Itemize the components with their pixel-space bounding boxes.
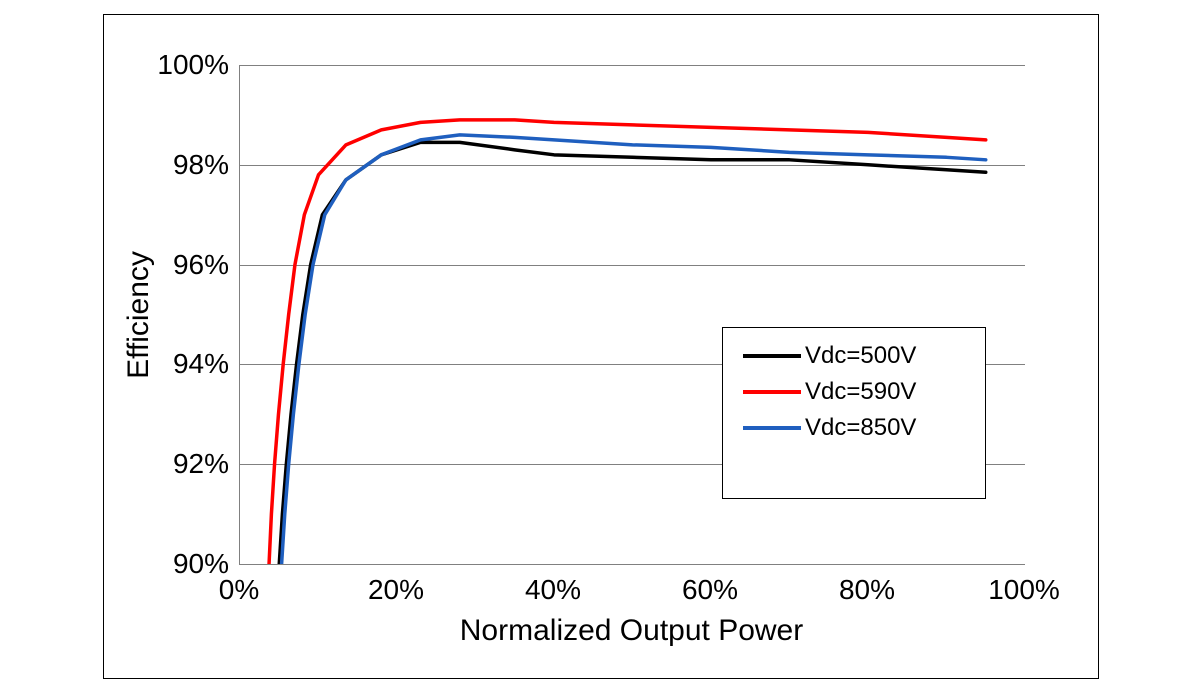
legend-swatch <box>743 426 801 430</box>
legend-label: Vdc=850V <box>805 414 916 442</box>
x-tick-label: 80% <box>839 574 895 606</box>
legend-label: Vdc=590V <box>805 378 916 406</box>
y-tick-label: 92% <box>173 448 229 480</box>
legend-item: Vdc=500V <box>743 342 965 370</box>
y-tick-label: 100% <box>157 49 229 81</box>
y-axis-label-container: Efficiency <box>122 251 156 379</box>
legend-label: Vdc=500V <box>805 342 916 370</box>
y-tick-label: 90% <box>173 548 229 580</box>
plot-area: Vdc=500V Vdc=590V Vdc=850V <box>239 65 1025 565</box>
legend: Vdc=500V Vdc=590V Vdc=850V <box>722 327 986 499</box>
y-tick-label: 96% <box>173 249 229 281</box>
x-axis-label: Normalized Output Power <box>460 614 803 648</box>
y-axis-label: Efficiency <box>122 251 155 379</box>
legend-item: Vdc=590V <box>743 378 965 406</box>
y-tick-label: 94% <box>173 348 229 380</box>
legend-swatch <box>743 390 801 394</box>
x-tick-label: 40% <box>525 574 581 606</box>
legend-item: Vdc=850V <box>743 414 965 442</box>
x-tick-label: 60% <box>682 574 738 606</box>
x-tick-label: 20% <box>368 574 424 606</box>
x-tick-label: 100% <box>988 574 1060 606</box>
y-tick-label: 98% <box>173 149 229 181</box>
legend-swatch <box>743 354 801 358</box>
